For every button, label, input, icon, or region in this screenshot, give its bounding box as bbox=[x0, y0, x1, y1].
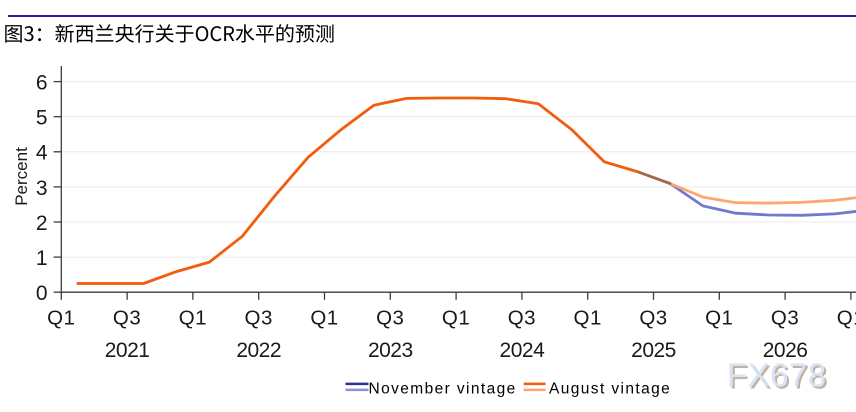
svg-text:1: 1 bbox=[36, 247, 48, 270]
svg-text:Q3: Q3 bbox=[245, 307, 273, 330]
svg-text:2024: 2024 bbox=[500, 339, 546, 362]
svg-text:2025: 2025 bbox=[631, 339, 676, 362]
svg-text:Q1: Q1 bbox=[179, 307, 207, 330]
svg-text:Percent: Percent bbox=[12, 147, 31, 206]
svg-text:Q1: Q1 bbox=[310, 307, 338, 330]
svg-text:2021: 2021 bbox=[105, 339, 150, 362]
svg-text:Q3: Q3 bbox=[771, 307, 799, 330]
svg-text:FX678: FX678 bbox=[729, 359, 829, 396]
svg-text:Q1: Q1 bbox=[705, 307, 733, 330]
svg-text:Q1: Q1 bbox=[47, 307, 75, 330]
svg-text:November vintage: November vintage bbox=[369, 380, 517, 397]
svg-text:6: 6 bbox=[36, 72, 48, 95]
svg-text:Q1: Q1 bbox=[574, 307, 602, 330]
svg-text:Q3: Q3 bbox=[376, 307, 404, 330]
svg-text:Q1: Q1 bbox=[837, 307, 856, 330]
svg-text:2023: 2023 bbox=[368, 339, 413, 362]
svg-text:FX678: FX678 bbox=[727, 357, 827, 394]
svg-text:Q3: Q3 bbox=[639, 307, 667, 330]
svg-text:2022: 2022 bbox=[236, 339, 281, 362]
svg-text:5: 5 bbox=[36, 107, 48, 130]
svg-text:Q1: Q1 bbox=[442, 307, 470, 330]
svg-text:Q3: Q3 bbox=[508, 307, 536, 330]
svg-text:2: 2 bbox=[36, 212, 48, 235]
svg-text:3: 3 bbox=[36, 177, 48, 200]
svg-text:4: 4 bbox=[36, 142, 48, 165]
svg-text:2026: 2026 bbox=[763, 339, 808, 362]
svg-text:Q3: Q3 bbox=[113, 307, 141, 330]
svg-text:0: 0 bbox=[36, 282, 48, 305]
svg-text:August vintage: August vintage bbox=[549, 380, 671, 397]
